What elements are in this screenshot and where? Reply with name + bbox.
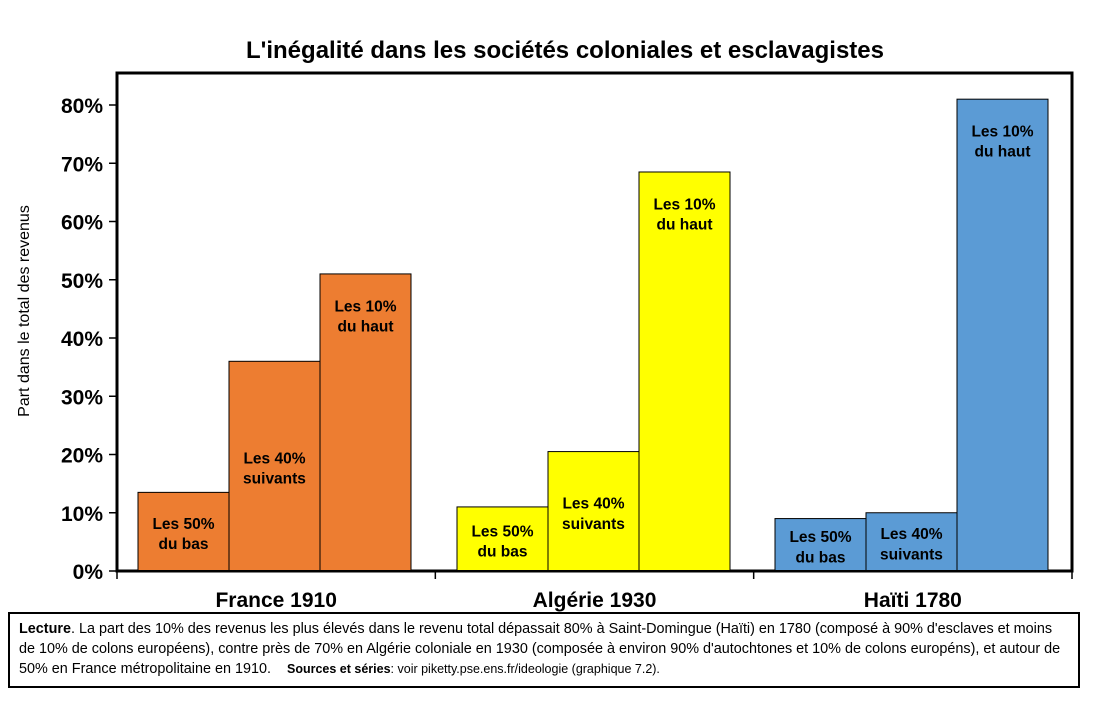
bar-label: Les 50% du bas xyxy=(789,529,851,566)
bar xyxy=(319,273,412,572)
bar-label: Les 40% suivants xyxy=(880,526,943,563)
bar-label: Les 40% suivants xyxy=(243,451,306,488)
chart-title: L'inégalité dans les sociétés coloniales… xyxy=(246,37,884,64)
sources-text: : voir piketty.pse.ens.fr/ideologie (gra… xyxy=(390,662,660,676)
y-tick-label: 20% xyxy=(61,445,103,468)
bar-label: Les 50% du bas xyxy=(152,516,214,553)
bar xyxy=(774,518,867,572)
lecture-text: . La part des 10% des revenus les plus é… xyxy=(19,621,1061,677)
x-category-label: Algérie 1930 xyxy=(533,589,657,612)
bar-label: Les 40% suivants xyxy=(562,496,625,533)
y-tick-label: 40% xyxy=(61,328,103,351)
reading-note: Lecture. La part des 10% des revenus les… xyxy=(8,612,1080,688)
x-category-label: Haïti 1780 xyxy=(864,589,962,612)
y-tick-label: 50% xyxy=(61,270,103,293)
y-tick-label: 70% xyxy=(61,153,103,176)
y-tick-label: 10% xyxy=(61,503,103,526)
y-tick-label: 60% xyxy=(61,212,103,235)
bar xyxy=(865,512,958,572)
y-tick-label: 30% xyxy=(61,386,103,409)
y-axis-label: Part dans le total des revenus xyxy=(16,205,33,417)
x-category-label: France 1910 xyxy=(215,589,336,612)
bar-label: Les 50% du bas xyxy=(471,523,533,560)
y-tick-label: 80% xyxy=(61,95,103,118)
bar xyxy=(547,451,640,572)
bar-label: Les 10% du haut xyxy=(971,124,1033,161)
bar-label: Les 10% du haut xyxy=(653,196,715,233)
lecture-label: Lecture xyxy=(19,621,71,637)
y-tick-label: 0% xyxy=(73,561,104,584)
chart: L'inégalité dans les sociétés coloniales… xyxy=(16,37,1074,612)
sources-label: Sources et séries xyxy=(287,662,391,676)
bar-label: Les 10% du haut xyxy=(334,298,396,335)
bar xyxy=(137,491,230,572)
bar xyxy=(956,98,1049,572)
bar xyxy=(638,171,731,572)
plot-area: 0% 10% 20% 30% 40% 50% 60% 70% 80% Les 50% du bas L… xyxy=(61,71,1074,612)
